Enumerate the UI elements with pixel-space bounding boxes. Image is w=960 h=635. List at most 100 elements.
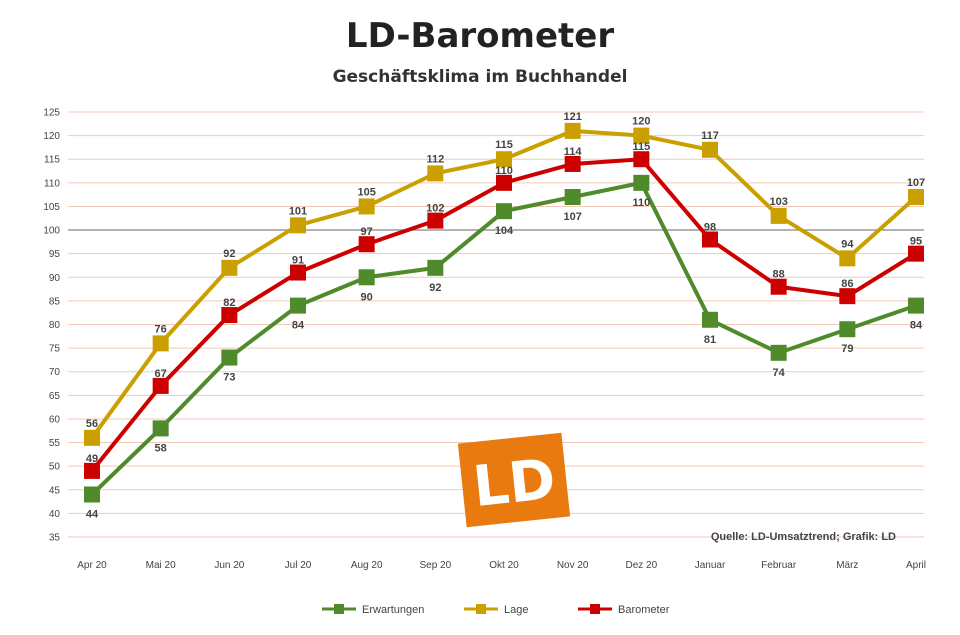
point-lage-8 — [633, 127, 650, 144]
x-tick-label-11: März — [836, 560, 858, 571]
y-tick-label-85: 85 — [49, 296, 61, 307]
data-label-erwartungen-8: 110 — [632, 197, 650, 209]
legend-label-barometer: Barometer — [618, 604, 670, 616]
y-tick-label-75: 75 — [49, 344, 61, 355]
data-label-lage-11: 94 — [841, 238, 854, 250]
point-barometer-10 — [770, 278, 787, 295]
legend-label-lage: Lage — [504, 604, 528, 616]
point-barometer-0 — [84, 462, 100, 479]
y-tick-label-90: 90 — [49, 273, 61, 284]
data-label-erwartungen-6: 104 — [495, 225, 514, 237]
data-label-erwartungen-12: 84 — [910, 320, 923, 332]
y-tick-label-40: 40 — [49, 509, 61, 520]
source-note: Quelle: LD-Umsatztrend; Grafik: LD — [711, 531, 896, 543]
x-tick-label-9: Januar — [695, 560, 726, 571]
x-tick-label-8: Dez 20 — [625, 560, 657, 571]
data-label-lage-0: 56 — [86, 418, 98, 430]
data-label-lage-9: 117 — [701, 130, 719, 142]
y-tick-label-45: 45 — [49, 485, 61, 496]
point-lage-10 — [770, 207, 787, 224]
data-label-barometer-9: 98 — [704, 222, 716, 234]
x-tick-label-0: Apr 20 — [77, 560, 107, 571]
legend-marker-lage — [476, 604, 486, 614]
ld-logo-text: LD — [470, 447, 559, 520]
data-label-barometer-0: 49 — [86, 453, 98, 465]
data-label-lage-12: 107 — [907, 177, 925, 189]
point-lage-11 — [839, 250, 856, 267]
point-lage-2 — [221, 259, 238, 276]
data-label-erwartungen-1: 58 — [155, 442, 167, 454]
data-label-barometer-5: 102 — [426, 203, 444, 215]
y-tick-label-65: 65 — [49, 391, 61, 402]
point-erwartungen-11 — [839, 321, 856, 338]
data-label-lage-4: 105 — [357, 186, 375, 198]
data-label-erwartungen-0: 44 — [86, 509, 99, 521]
data-label-barometer-10: 88 — [773, 269, 785, 281]
chart-title: LD-Barometer — [346, 16, 614, 56]
x-tick-label-12: April — [906, 560, 926, 571]
x-tick-label-1: Mai 20 — [146, 560, 176, 571]
data-label-lage-3: 101 — [289, 205, 307, 217]
data-label-lage-2: 92 — [223, 248, 235, 260]
data-label-barometer-4: 97 — [361, 226, 373, 238]
data-label-barometer-7: 114 — [564, 146, 583, 158]
data-label-lage-5: 112 — [426, 153, 444, 165]
x-tick-label-2: Jun 20 — [214, 560, 244, 571]
data-label-lage-8: 120 — [632, 116, 650, 128]
point-barometer-2 — [221, 307, 238, 324]
x-tick-label-10: Februar — [761, 560, 797, 571]
y-tick-label-105: 105 — [43, 202, 60, 213]
data-label-erwartungen-10: 74 — [773, 367, 786, 379]
point-erwartungen-3 — [290, 297, 306, 314]
data-label-lage-6: 115 — [495, 139, 513, 151]
point-lage-0 — [84, 429, 100, 446]
point-lage-5 — [427, 165, 444, 182]
point-barometer-9 — [702, 231, 718, 248]
point-erwartungen-4 — [358, 269, 375, 286]
point-erwartungen-7 — [564, 189, 581, 205]
point-barometer-3 — [290, 264, 306, 281]
point-erwartungen-9 — [702, 311, 718, 328]
data-label-barometer-2: 82 — [223, 297, 235, 309]
data-label-barometer-11: 86 — [841, 278, 853, 290]
data-label-barometer-6: 110 — [495, 165, 513, 177]
x-tick-label-4: Aug 20 — [351, 560, 383, 571]
ld-logo-background — [457, 432, 571, 528]
data-label-erwartungen-3: 84 — [292, 320, 305, 332]
x-tick-label-6: Okt 20 — [489, 560, 519, 571]
point-lage-9 — [702, 141, 718, 158]
point-lage-4 — [358, 198, 375, 215]
y-axis: 35 40 45 50 55 60 65 70 75 80 85 90 95 100 105 110 115 12… — [43, 108, 60, 544]
legend: Erwartungen Lage Barometer — [322, 604, 670, 616]
data-label-lage-1: 76 — [155, 323, 167, 335]
ld-logo: LD — [457, 432, 571, 528]
point-lage-12 — [908, 189, 924, 205]
point-lage-3 — [290, 217, 306, 234]
y-tick-label-110: 110 — [44, 178, 60, 189]
point-barometer-7 — [564, 155, 581, 172]
data-label-barometer-1: 67 — [155, 368, 167, 380]
point-erwartungen-8 — [633, 174, 650, 191]
y-tick-label-120: 120 — [43, 131, 60, 142]
data-label-erwartungen-2: 73 — [223, 372, 235, 384]
x-tick-label-5: Sep 20 — [419, 560, 451, 571]
point-erwartungen-5 — [427, 259, 444, 276]
y-tick-label-80: 80 — [49, 320, 61, 331]
point-barometer-4 — [358, 236, 375, 253]
point-barometer-6 — [496, 174, 512, 191]
legend-marker-barometer — [590, 604, 600, 614]
series-layer — [84, 122, 924, 503]
y-tick-label-35: 35 — [49, 533, 61, 544]
point-erwartungen-10 — [770, 344, 787, 361]
point-barometer-12 — [908, 245, 924, 262]
y-tick-label-95: 95 — [49, 249, 61, 260]
y-tick-label-100: 100 — [43, 226, 60, 237]
data-label-barometer-3: 91 — [292, 255, 304, 267]
y-tick-label-60: 60 — [49, 414, 61, 425]
point-lage-1 — [152, 335, 169, 352]
legend-marker-erwartungen — [334, 604, 344, 614]
point-barometer-1 — [152, 377, 169, 394]
point-barometer-11 — [839, 288, 856, 305]
chart-subtitle: Geschäftsklima im Buchhandel — [333, 67, 628, 87]
